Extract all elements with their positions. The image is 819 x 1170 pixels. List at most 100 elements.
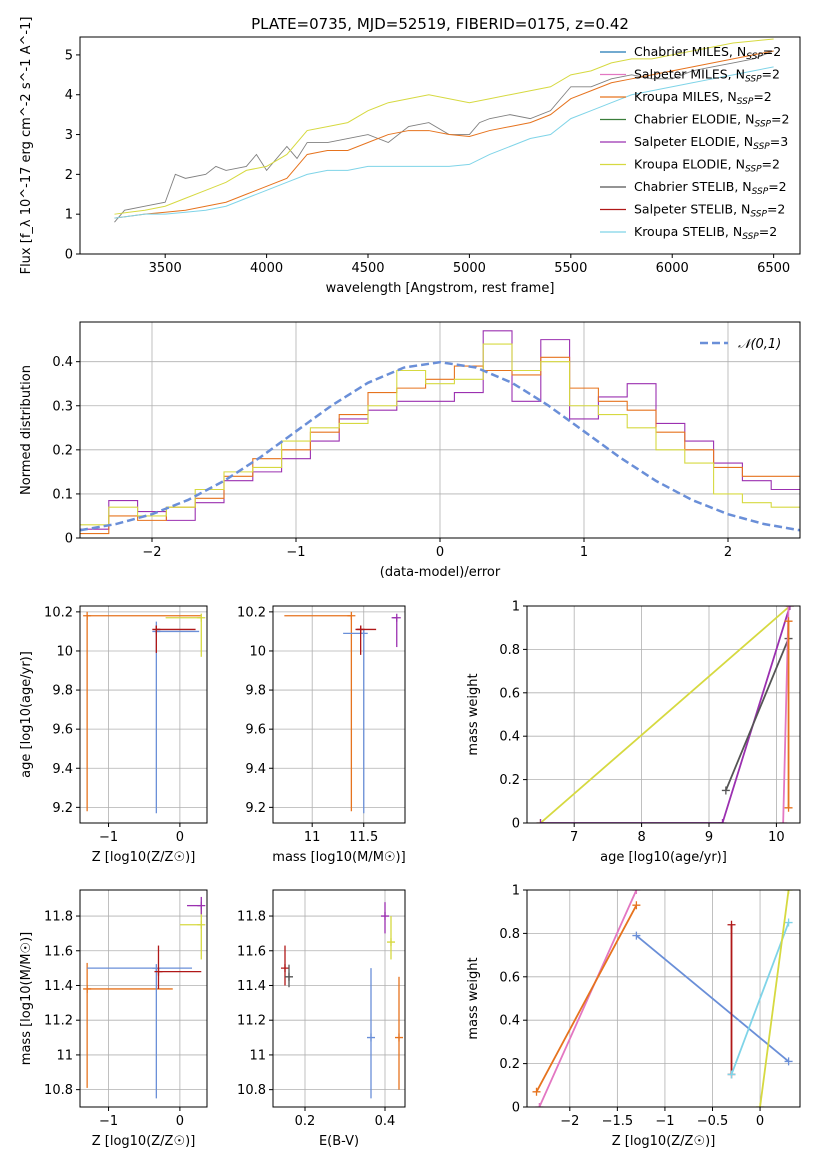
point-kroupa-elodie	[387, 938, 395, 947]
tick-label-y: 10.2	[237, 605, 266, 620]
tick-label-y: 0.8	[499, 927, 520, 942]
marker-chabrier-miles	[632, 931, 641, 940]
marker-salpeter-miles	[632, 890, 641, 894]
tick-label-y: 9.6	[245, 723, 266, 738]
axis-label-x: age [log10(age/yr)]	[600, 850, 727, 865]
tick-label-x: 11	[304, 830, 321, 845]
tick-label-y: 10.8	[237, 1083, 266, 1098]
tick-label-y: 0.8	[499, 643, 520, 658]
tick-label-y: 0.3	[52, 399, 73, 414]
series-chabrier-stelib	[725, 638, 790, 791]
marker-salpeter-miles	[779, 819, 788, 823]
tick-label-x: −1.5	[602, 1114, 634, 1129]
tick-label-y: 0.2	[499, 773, 520, 788]
tick-label-x: 0	[436, 545, 444, 560]
marker-kroupa-elodie	[756, 1103, 765, 1107]
axis-label-x: E(B-V)	[319, 1134, 359, 1149]
axes-frame	[79, 889, 208, 1108]
axis-label-x: Z [log10(Z/Z☉)]	[612, 1134, 716, 1149]
panel-mass-z: −1 0 10.8 11 11.2 11.4 11.6 11.8 Z [log10(Z/Z☉)]…	[19, 889, 208, 1149]
axis-label-x: (data-model)/error	[380, 565, 501, 580]
point-kroupa-miles	[83, 984, 92, 993]
plot-area	[114, 38, 774, 223]
panel-spectrum: 3500 4000 4500 5000 5500 6000 6500 0 1 2 3 4 5 wavele…	[19, 15, 801, 296]
panel-mass-ebv: 0.2 0.4 10.8 11 11.2 11.4 11.6 11.8 E(B-V)	[237, 889, 406, 1149]
tick-label-x: 10	[768, 830, 785, 845]
point-salpeter-stelib	[356, 625, 365, 634]
tick-label-x: 4000	[250, 261, 283, 276]
series-data	[114, 50, 774, 223]
tick-label-x: 8	[637, 830, 645, 845]
tick-label-x: 1	[580, 545, 588, 560]
marker-salpeter-elodie	[536, 819, 545, 823]
tick-label-y: 1	[512, 884, 520, 899]
point-salpeter-elodie	[197, 901, 206, 910]
marker-kroupa-stelib	[784, 918, 793, 927]
tick-label-x: 4500	[351, 261, 384, 276]
plot-area	[83, 896, 206, 1099]
tick-label-y: 0.2	[52, 443, 73, 458]
axes-frame	[526, 889, 801, 1108]
legend-label: Salpeter ELODIE, NSSP=3	[634, 134, 788, 152]
axis-label-x: wavelength [Angstrom, rest frame]	[326, 281, 555, 296]
panel-weight-z: −2 −1.5 −1 −0.5 0 0 0.2 0.4 0.6 0.8 1 Z [log10(Z/Z☉…	[466, 884, 801, 1149]
tick-label-y: 9.8	[245, 684, 266, 699]
axis-label-y: mass weight	[466, 673, 481, 755]
point-salpeter-elodie	[381, 912, 389, 921]
legend-label: 𝒩(0,1)	[738, 337, 781, 352]
tick-label-y: 11.8	[44, 910, 73, 925]
tick-label-y: 2	[65, 168, 73, 183]
legend-label: Kroupa STELIB, NSSP=2	[634, 224, 777, 242]
panel-residuals: −2 −1 0 1 2 0 0.1 0.2 0.3 0.4 (data-model)/error No…	[19, 321, 801, 580]
tick-label-x: 6500	[757, 261, 790, 276]
tick-label-y: 9.2	[245, 801, 266, 816]
series-chabrier-miles	[635, 934, 790, 1063]
tick-label-y: 0.2	[499, 1057, 520, 1072]
tick-label-y: 9.8	[52, 684, 73, 699]
marker-salpeter-stelib	[727, 920, 736, 929]
tick-label-y: 3	[65, 128, 73, 143]
plot-area	[536, 606, 794, 823]
tick-label-x: 9	[705, 830, 713, 845]
tick-label-y: 10	[249, 644, 266, 659]
marker-kroupa-miles	[784, 803, 793, 812]
axis-label-y: age [log10(age/yr)]	[19, 651, 34, 778]
tick-label-y: 11	[249, 1048, 266, 1063]
series-hist-kroupa-elodie	[80, 343, 800, 526]
tick-label-y: 0.4	[499, 1014, 520, 1029]
tick-label-y: 9.4	[52, 762, 73, 777]
legend-label: Chabrier MILES, NSSP=2	[634, 44, 781, 62]
point-chabrier-miles	[152, 964, 161, 973]
legend-label: Kroupa ELODIE, NSSP=2	[634, 157, 780, 175]
tick-label-y: 11.8	[237, 910, 266, 925]
axes-frame	[79, 36, 801, 255]
marker-kroupa-stelib	[727, 1070, 736, 1079]
tick-label-y: 1	[65, 208, 73, 223]
tick-label-x: 11.5	[349, 830, 378, 845]
tick-label-y: 10	[56, 644, 73, 659]
point-salpeter-stelib	[154, 967, 163, 976]
tick-label-y: 4	[65, 88, 73, 103]
marker-salpeter-elodie	[785, 606, 794, 610]
tick-label-x: 0	[756, 1114, 764, 1129]
tick-label-x: −0.5	[697, 1114, 729, 1129]
panel-weight-age: 7 8 9 10 0 0.2 0.4 0.6 0.8 1 age [log10(age/yr)] ma…	[466, 600, 801, 865]
marker-kroupa-miles	[632, 901, 641, 910]
point-salpeter-elodie	[392, 613, 401, 622]
marker-kroupa-miles	[784, 617, 793, 626]
plot-area	[83, 611, 206, 814]
axes-frame	[272, 605, 406, 824]
tick-label-y: 0.1	[52, 487, 73, 502]
tick-label-y: 0	[512, 1101, 520, 1116]
marker-chabrier-miles	[784, 1057, 793, 1066]
point-kroupa-miles	[395, 1033, 403, 1042]
tick-label-x: 5000	[453, 261, 486, 276]
axes-frame	[272, 889, 406, 1108]
tick-label-y: 11.2	[237, 1014, 266, 1029]
legend-label: Chabrier STELIB, NSSP=2	[634, 179, 787, 197]
legend-label: Chabrier ELODIE, NSSP=2	[634, 112, 789, 130]
tick-label-x: −1	[655, 1114, 674, 1129]
tick-label-y: 11.2	[44, 1014, 73, 1029]
tick-label-x: 7	[570, 830, 578, 845]
tick-label-y: 11.4	[237, 979, 266, 994]
